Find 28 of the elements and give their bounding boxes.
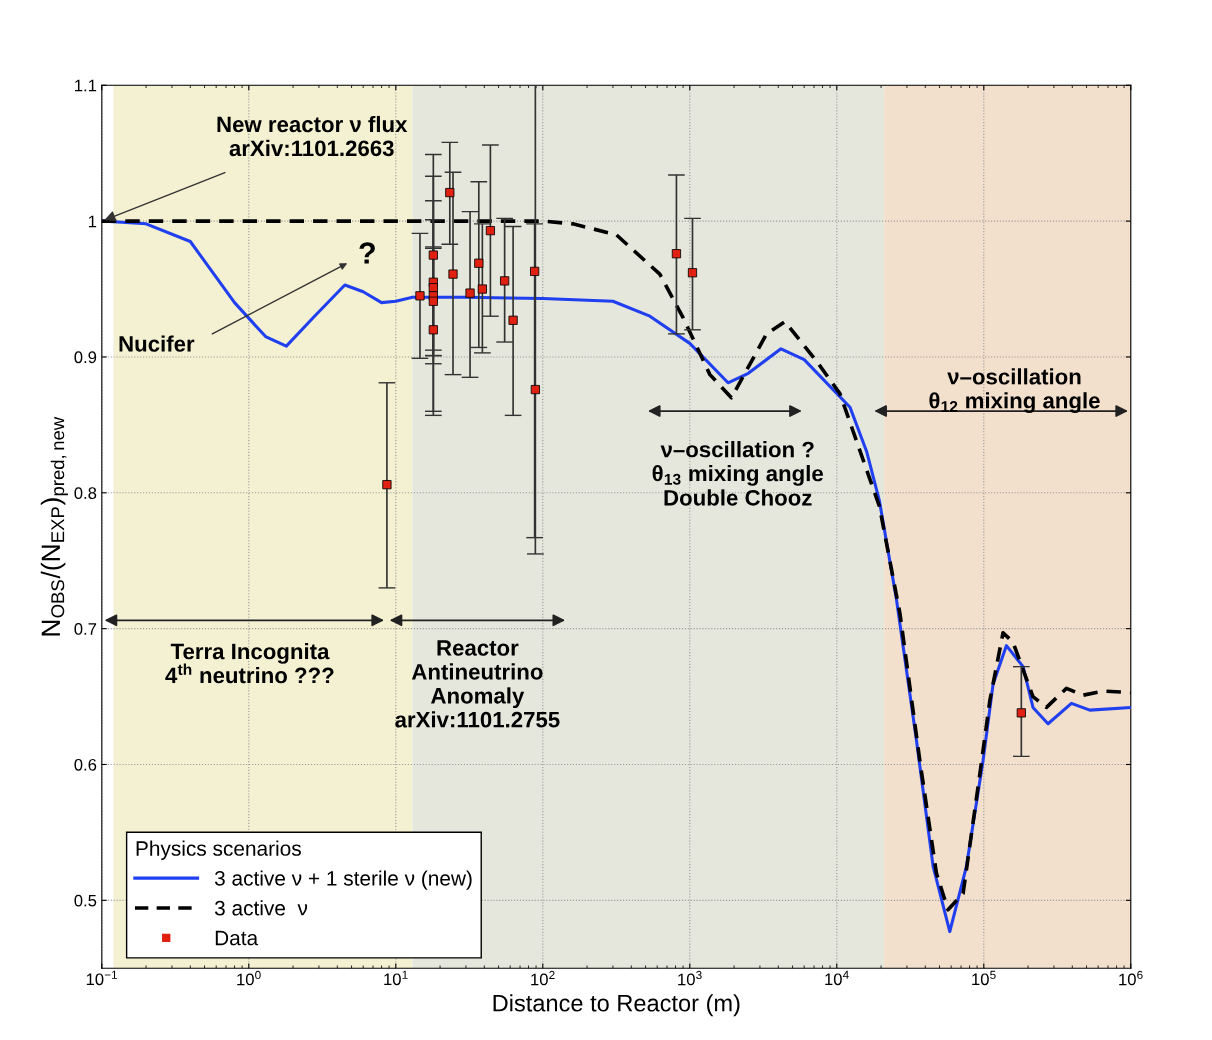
legend-label: 3 active ν	[214, 900, 308, 916]
x-tick-label: 10$^{−1}$	[86, 970, 117, 986]
y-tick-label: 1	[88, 215, 97, 228]
x-tick-label: 10$^{3}$	[678, 970, 702, 986]
x-tick-label: 10$^{4}$	[825, 970, 849, 986]
y-tick-label: 0.7	[74, 623, 97, 635]
x-axis-title: Distance to Reactor (m)	[493, 994, 740, 1017]
x-tick-label: 10$^{6}$	[1119, 970, 1143, 986]
x-tick-label: 10$^{2}$	[531, 970, 555, 986]
annotation: New reactor ν flux arXiv:1101.2663	[217, 115, 408, 157]
x-tick-label: 10$^{5}$	[972, 970, 996, 986]
x-tick-label: 10$^{0}$	[237, 970, 261, 986]
y-tick-label: 1.1	[75, 79, 97, 92]
annotation: ν–oscillation ? θ$_{13}$ mixing angle Double Chooz	[652, 441, 823, 506]
annotation: ν–oscillation θ$_{12}$ mixing angle	[929, 368, 1100, 414]
annotation: ?	[359, 242, 375, 264]
y-tick-label: 0.9	[74, 351, 97, 364]
y-axis-title: N$_{OBS}$/(N$_{EXP}$)$_{pred,new}$	[40, 416, 68, 636]
y-tick-label: 0.5	[74, 894, 97, 907]
annotation: Terra Incognita 4$^{th}$ neutrino ???	[165, 643, 334, 684]
legend-label: Data	[215, 930, 259, 946]
y-tick-label: 0.6	[74, 758, 97, 771]
legend-label: 3 active ν + 1 sterile ν (new)	[214, 870, 472, 890]
y-tick-label: 0.8	[74, 487, 97, 499]
annotation: Reactor Antineutrino Anomaly arXiv:1101.2755	[395, 640, 560, 728]
annotation: Nucifer	[119, 335, 195, 352]
x-tick-label: 10$^{1}$	[384, 970, 408, 986]
legend-title: Physics scenarios	[136, 840, 301, 860]
